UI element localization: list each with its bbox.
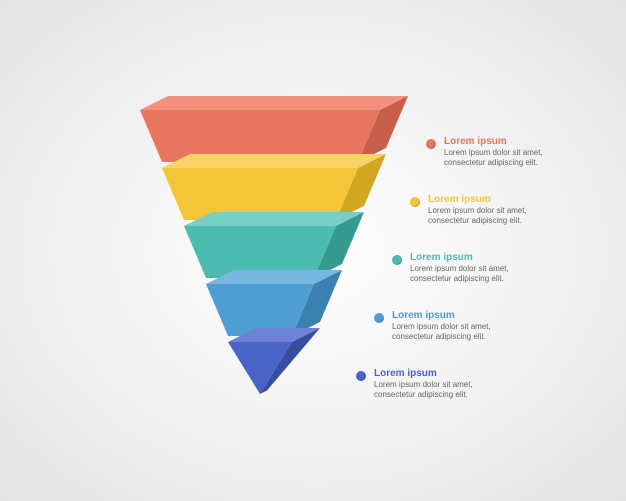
label-text-s2: Lorem ipsumLorem ipsum dolor sit amet, c… [428, 194, 558, 226]
dot-s3 [392, 255, 402, 265]
label-desc-s1: Lorem ipsum dolor sit amet, consectetur … [444, 148, 574, 168]
label-text-s1: Lorem ipsumLorem ipsum dolor sit amet, c… [444, 136, 574, 168]
dot-s5 [356, 371, 366, 381]
label-s2: Lorem ipsumLorem ipsum dolor sit amet, c… [410, 194, 558, 226]
dot-s1 [426, 139, 436, 149]
dot-s4 [374, 313, 384, 323]
label-title-s3: Lorem ipsum [410, 252, 540, 264]
label-desc-s3: Lorem ipsum dolor sit amet, consectetur … [410, 264, 540, 284]
label-text-s5: Lorem ipsumLorem ipsum dolor sit amet, c… [374, 368, 504, 400]
label-s4: Lorem ipsumLorem ipsum dolor sit amet, c… [374, 310, 522, 342]
label-desc-s4: Lorem ipsum dolor sit amet, consectetur … [392, 322, 522, 342]
label-title-s2: Lorem ipsum [428, 194, 558, 206]
label-s1: Lorem ipsumLorem ipsum dolor sit amet, c… [426, 136, 574, 168]
label-text-s3: Lorem ipsumLorem ipsum dolor sit amet, c… [410, 252, 540, 284]
label-title-s5: Lorem ipsum [374, 368, 504, 380]
label-title-s4: Lorem ipsum [392, 310, 522, 322]
labels-container: Lorem ipsumLorem ipsum dolor sit amet, c… [0, 0, 626, 501]
label-s3: Lorem ipsumLorem ipsum dolor sit amet, c… [392, 252, 540, 284]
dot-s2 [410, 197, 420, 207]
label-desc-s2: Lorem ipsum dolor sit amet, consectetur … [428, 206, 558, 226]
label-s5: Lorem ipsumLorem ipsum dolor sit amet, c… [356, 368, 504, 400]
label-desc-s5: Lorem ipsum dolor sit amet, consectetur … [374, 380, 504, 400]
label-text-s4: Lorem ipsumLorem ipsum dolor sit amet, c… [392, 310, 522, 342]
label-title-s1: Lorem ipsum [444, 136, 574, 148]
